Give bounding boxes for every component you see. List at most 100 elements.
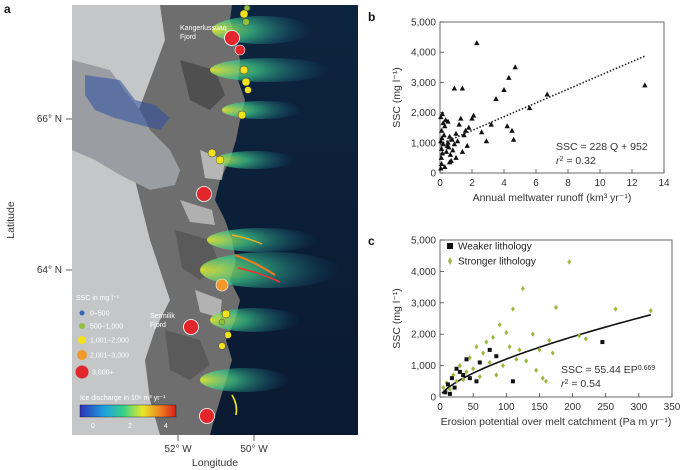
data-point-stronger bbox=[447, 386, 452, 392]
data-point-weaker bbox=[461, 373, 466, 378]
legend-swatch-stronger bbox=[448, 257, 452, 265]
data-point bbox=[453, 130, 459, 136]
data-point-weaker bbox=[452, 385, 457, 390]
data-point-stronger bbox=[464, 369, 469, 375]
panel-b-xlabel: Annual meltwater runoff (km³ yr⁻¹) bbox=[473, 192, 632, 204]
x-tick-label: 300 bbox=[631, 402, 648, 413]
y-tick-label: 1,000 bbox=[411, 138, 436, 149]
data-point-weaker bbox=[487, 347, 492, 352]
data-point-stronger bbox=[550, 350, 555, 356]
y-tick-label: 1,000 bbox=[411, 361, 436, 372]
y-tick-label: 0 bbox=[430, 169, 436, 180]
x-tick-label: 200 bbox=[564, 402, 581, 413]
data-point-stronger bbox=[451, 372, 456, 378]
data-point-stronger bbox=[537, 347, 542, 353]
ssc-marker bbox=[239, 9, 249, 19]
data-point bbox=[443, 148, 450, 154]
data-point-stronger bbox=[497, 322, 502, 328]
data-point bbox=[464, 142, 470, 148]
data-point bbox=[526, 105, 533, 111]
legend-swatch-500-1000 bbox=[79, 323, 85, 329]
data-point-weaker bbox=[600, 340, 605, 345]
data-point-stronger bbox=[554, 304, 558, 311]
data-point-stronger bbox=[530, 331, 535, 337]
svg-text:0–500: 0–500 bbox=[90, 311, 110, 318]
data-point bbox=[447, 151, 454, 157]
data-point-weaker bbox=[457, 369, 462, 374]
data-point-weaker bbox=[510, 379, 515, 384]
x-tick-label: 6 bbox=[533, 178, 539, 189]
lon-tick-52: 52° W bbox=[164, 444, 192, 455]
ssc-marker bbox=[241, 77, 251, 87]
place-label-sermilik: Sermilik Fjord bbox=[150, 313, 175, 329]
x-tick-label: 350 bbox=[664, 402, 681, 413]
data-point bbox=[469, 115, 475, 121]
panel-c-ylabel: SSC (mg l⁻¹) bbox=[391, 288, 403, 348]
ssc-marker bbox=[234, 44, 246, 56]
data-point bbox=[453, 154, 459, 160]
lat-tick-64: 64° N bbox=[37, 265, 62, 276]
data-point-weaker bbox=[454, 366, 459, 371]
data-point bbox=[504, 123, 510, 129]
ice-discharge-colorbar: Ice discharge in 10⁶ m³ yr⁻¹ 0 2 4 bbox=[79, 395, 177, 430]
colorbar-gradient bbox=[79, 404, 177, 418]
data-point-stronger bbox=[491, 334, 496, 340]
data-point bbox=[459, 148, 466, 154]
panel-b-r2: r2 = 0.32 bbox=[556, 155, 596, 167]
data-point bbox=[440, 120, 446, 126]
data-point bbox=[478, 129, 485, 135]
x-tick-label: 0 bbox=[437, 178, 443, 189]
panel-c: c 0 50 100 150 200 250 300 350 0 1,000 2,000 3,000 4… bbox=[368, 234, 681, 428]
ssc-marker bbox=[237, 110, 247, 120]
x-tick-label: 8 bbox=[565, 178, 571, 189]
data-point-stronger bbox=[461, 377, 466, 383]
y-tick-label: 4,000 bbox=[411, 48, 436, 59]
data-point bbox=[509, 127, 515, 133]
legend-swatch-weaker bbox=[447, 243, 453, 249]
legend-swatch-1001-2000 bbox=[78, 336, 86, 344]
data-point-stronger bbox=[520, 286, 525, 292]
ssc-markers bbox=[183, 4, 252, 424]
data-point-stronger bbox=[577, 333, 582, 339]
colorbar-tick: 4 bbox=[164, 423, 168, 430]
data-point-stronger bbox=[441, 384, 446, 391]
legend-label-weaker: Weaker lithology bbox=[458, 242, 532, 253]
data-point-stronger bbox=[613, 306, 618, 312]
data-point bbox=[461, 132, 467, 138]
place-label-kangerlussuaq: Kangerlussuaq Fjord bbox=[180, 25, 227, 41]
data-point bbox=[446, 133, 453, 139]
legend-label-stronger: Stronger lithology bbox=[458, 257, 536, 268]
data-point bbox=[459, 85, 466, 91]
data-point bbox=[438, 127, 445, 133]
x-tick-label: 0 bbox=[437, 402, 443, 413]
data-point bbox=[440, 141, 446, 147]
data-point-stronger bbox=[471, 366, 476, 372]
data-point-weaker bbox=[449, 376, 454, 381]
fit-curve bbox=[441, 314, 651, 394]
data-point bbox=[442, 123, 448, 129]
x-tick-label: 14 bbox=[658, 178, 670, 189]
data-point bbox=[438, 114, 444, 120]
ssc-marker bbox=[243, 4, 251, 12]
panel-c-legend: Weaker lithology Stronger lithology bbox=[447, 242, 536, 268]
data-point bbox=[474, 40, 480, 46]
lon-tick-50: 50° W bbox=[240, 444, 268, 455]
data-point-stronger bbox=[510, 306, 515, 312]
ssc-marker bbox=[218, 342, 226, 350]
legend-swatch-2001-3000 bbox=[77, 350, 87, 360]
data-point bbox=[512, 64, 518, 70]
lat-tick-66: 66° N bbox=[37, 114, 62, 125]
data-point bbox=[544, 91, 550, 97]
data-point-stronger bbox=[534, 367, 539, 373]
data-point-stronger bbox=[540, 375, 545, 381]
data-point-stronger bbox=[504, 330, 509, 336]
x-tick-label: 2 bbox=[469, 178, 475, 189]
data-point bbox=[446, 144, 452, 150]
x-tick-label: 10 bbox=[594, 178, 606, 189]
data-point-stronger bbox=[514, 356, 519, 362]
panel-c-letter: c bbox=[368, 234, 375, 248]
panel-c-axes: 0 50 100 150 200 250 300 350 0 1,000 2,000 3,000 4,0… bbox=[411, 236, 681, 414]
map-ylabel: Latitude bbox=[5, 201, 17, 239]
plot-frame bbox=[439, 239, 673, 398]
